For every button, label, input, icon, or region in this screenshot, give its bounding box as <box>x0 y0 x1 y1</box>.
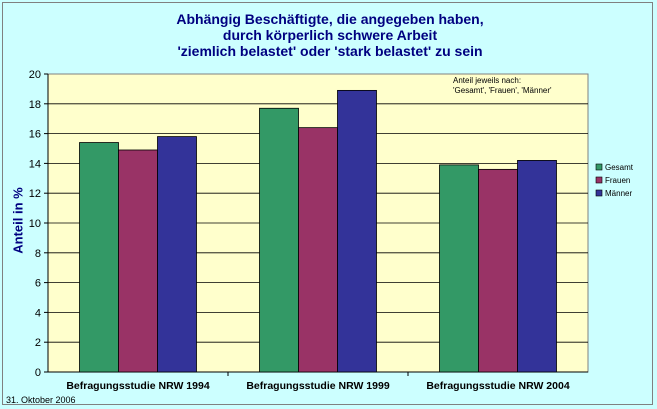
y-tick-label-8: 8 <box>35 248 41 260</box>
y-tick-label-12: 12 <box>29 188 41 200</box>
legend-label-mnner: Männer <box>605 189 632 198</box>
bar-gesamt-2 <box>439 164 479 373</box>
y-tick-label-2: 2 <box>35 337 41 349</box>
y-tick-label-18: 18 <box>29 99 41 111</box>
y-tick-label-16: 16 <box>29 129 41 141</box>
date-stamp: 31. Oktober 2006 <box>6 395 76 405</box>
chart-title-line-3: 'ziemlich belastet' oder 'stark belastet… <box>177 43 483 59</box>
legend-label-gesamt: Gesamt <box>605 163 634 172</box>
bar-frauen-0 <box>118 149 158 373</box>
bar-frauen-1 <box>298 127 338 373</box>
bar-mnner-1 <box>337 89 377 373</box>
legend-swatch-gesamt <box>595 163 603 171</box>
y-tick-label-10: 10 <box>29 218 41 230</box>
bar-gesamt-1 <box>259 107 299 373</box>
bar-mnner-0 <box>157 136 197 373</box>
chart-frame <box>2 2 653 405</box>
legend-swatch-mnner <box>595 189 603 197</box>
bar-gesamt-0 <box>79 142 119 373</box>
x-tick-label-1: Befragungsstudie NRW 1999 <box>246 380 389 392</box>
chart-title-line-2: durch körperlich schwere Arbeit <box>222 27 438 43</box>
legend-swatch-frauen <box>595 176 603 184</box>
y-tick-label-20: 20 <box>29 69 41 81</box>
chart-title: Abhängig Beschäftigte, die angegeben hab… <box>80 11 580 59</box>
chart-title-line-1: Abhängig Beschäftigte, die angegeben hab… <box>176 11 484 27</box>
y-tick-label-4: 4 <box>35 307 41 319</box>
bar-mnner-2 <box>517 160 557 373</box>
x-tick-label-0: Befragungsstudie NRW 1994 <box>66 380 209 392</box>
annotation-line-1: Anteil jeweils nach: <box>453 76 521 85</box>
annotation-line-2: 'Gesamt', 'Frauen', 'Männer' <box>453 86 552 95</box>
y-tick-label-0: 0 <box>35 367 41 379</box>
legend-label-frauen: Frauen <box>605 176 630 185</box>
x-tick-label-2: Befragungsstudie NRW 2004 <box>426 380 569 392</box>
y-tick-label-6: 6 <box>35 278 41 290</box>
y-tick-label-14: 14 <box>29 158 41 170</box>
bar-frauen-2 <box>478 168 518 373</box>
